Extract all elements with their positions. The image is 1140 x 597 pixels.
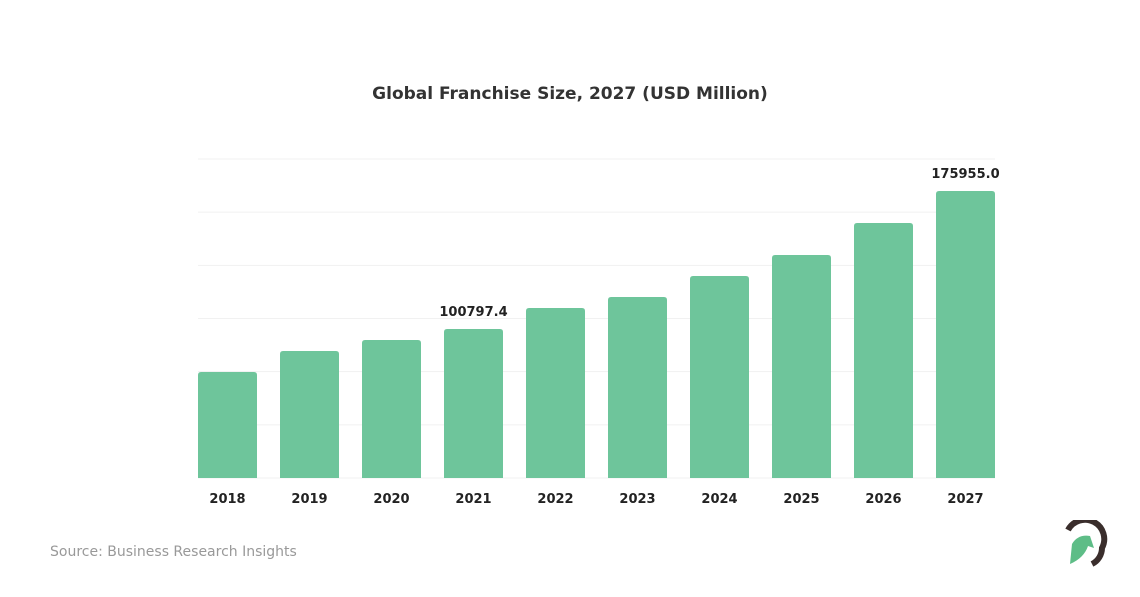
bar-2025 — [772, 255, 831, 478]
bar-2026 — [854, 223, 913, 478]
x-tick-label: 2018 — [209, 492, 245, 507]
x-tick-label: 2027 — [947, 492, 983, 507]
bar-2019 — [280, 351, 339, 478]
bar-2027 — [936, 191, 995, 479]
bar-2018 — [198, 372, 257, 478]
bar-2024 — [690, 276, 749, 478]
x-tick-label: 2026 — [865, 492, 901, 507]
x-tick-label: 2021 — [455, 492, 491, 507]
x-tick-label: 2019 — [291, 492, 327, 507]
data-label: 100797.4 — [439, 305, 507, 320]
bar-2021 — [444, 329, 503, 478]
x-tick-label: 2023 — [619, 492, 655, 507]
bar-2023 — [608, 297, 667, 478]
x-tick-label: 2024 — [701, 492, 737, 507]
bar-2020 — [362, 340, 421, 478]
chart-title: Global Franchise Size, 2027 (USD Million… — [372, 84, 768, 104]
data-label: 175955.0 — [931, 167, 999, 182]
x-tick-label: 2020 — [373, 492, 409, 507]
bar-chart: 2018 2019 2020 2021 100797.4 2022 2023 2024 2025… — [198, 158, 1000, 507]
x-tick-label: 2022 — [537, 492, 573, 507]
bar-2022 — [526, 308, 585, 478]
x-tick-label: 2025 — [783, 492, 819, 507]
source-text: Source: Business Research Insights — [50, 544, 297, 560]
brand-logo-icon — [1065, 520, 1108, 567]
